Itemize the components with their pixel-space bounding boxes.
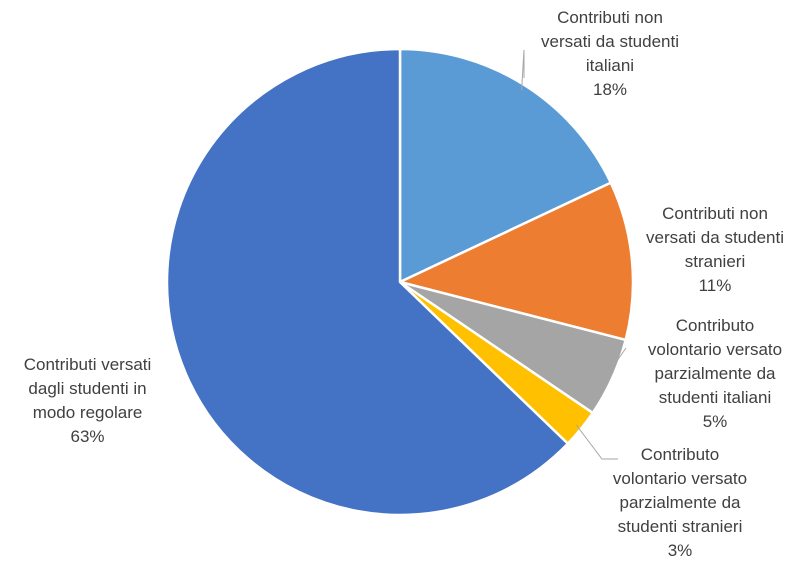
pie-slice-regolari [165,47,570,517]
pie-slice-stranieri-non-versati [398,181,635,342]
leader-line-volontario-stranieri [575,424,618,460]
slice-label-stranieri-non-versati: Contributi non versati da studenti stran… [646,204,784,295]
slice-label-italiani-non-versati: Contributi non versati da studenti itali… [541,8,679,99]
slice-label-volontario-stranieri: Contributo volontario versato parzialmen… [612,445,748,560]
pie-slice-italiani-non-versati [398,47,613,284]
leader-line-italiani-non-versati [521,49,525,91]
slice-label-volontario-italiani: Contributo volontario versato parzialmen… [647,316,783,431]
leader-line-volontario-italiani [606,347,627,376]
leader-lines [521,49,627,460]
slice-label-regolari: Contributi versati dagli studenti in mod… [23,355,152,446]
pie-slices [165,47,635,517]
